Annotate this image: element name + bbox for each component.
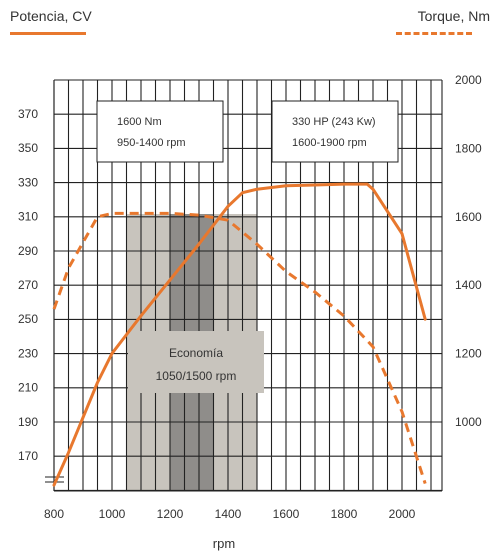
legend-power-label: Potencia, CV <box>10 8 92 24</box>
y-left-tick-label: 270 <box>18 278 38 292</box>
y-left-tick-label: 350 <box>18 141 38 155</box>
axis-ticks: 170 190 210 230 250 270 290 310 330 350 370 1000 120… <box>18 73 482 521</box>
y-left-tick-label: 210 <box>18 381 38 395</box>
economy-label-box <box>128 331 264 393</box>
y-left-tick-label: 370 <box>18 107 38 121</box>
annotation-box <box>96 100 224 163</box>
y-left-tick-label: 330 <box>18 175 38 189</box>
economy-range-label: 1050/1500 rpm <box>156 369 237 383</box>
y-right-tick-label: 1800 <box>455 141 482 155</box>
y-left-tick-label: 310 <box>18 210 38 224</box>
annotation-box <box>271 100 399 163</box>
x-tick-label: 2000 <box>389 507 416 521</box>
annotation-boxes: 1600 Nm 950-1400 rpm 330 HP (243 Kw) 1600-1… <box>96 100 399 163</box>
annotation-line1: 1600 Nm <box>117 116 162 128</box>
y-right-tick-label: 1200 <box>455 347 482 361</box>
y-left-tick-label: 230 <box>18 346 38 360</box>
legend-power-line <box>10 32 86 35</box>
y-right-tick-label: 2000 <box>455 73 482 87</box>
legend-torque-line <box>396 32 472 35</box>
torque-curve <box>52 211 427 485</box>
x-tick-label: 1600 <box>273 507 300 521</box>
y-left-tick-label: 190 <box>18 415 38 429</box>
y-right-tick-label: 1600 <box>455 210 482 224</box>
x-axis-label: rpm <box>213 536 235 551</box>
economy-label-group: Economía 1050/1500 rpm <box>128 331 264 393</box>
y-left-tick-label: 290 <box>18 244 38 258</box>
y-left-tick-label: 250 <box>18 312 38 326</box>
annotation-line2: 950-1400 rpm <box>117 137 186 149</box>
y-right-tick-label: 1000 <box>455 415 482 429</box>
x-tick-label: 1800 <box>331 507 358 521</box>
annotation-line2: 1600-1900 rpm <box>292 137 367 149</box>
x-tick-label: 800 <box>44 507 64 521</box>
annotation-line1: 330 HP (243 Kw) <box>292 116 376 128</box>
x-tick-label: 1200 <box>157 507 184 521</box>
x-tick-label: 1000 <box>99 507 126 521</box>
legend-torque-label: Torque, Nm <box>417 8 490 24</box>
economy-label: Economía <box>169 346 223 360</box>
x-tick-label: 1400 <box>215 507 242 521</box>
power-curve <box>52 182 427 487</box>
y-left-tick-label: 170 <box>18 449 38 463</box>
y-right-tick-label: 1400 <box>455 278 482 292</box>
chart-series <box>52 182 427 487</box>
